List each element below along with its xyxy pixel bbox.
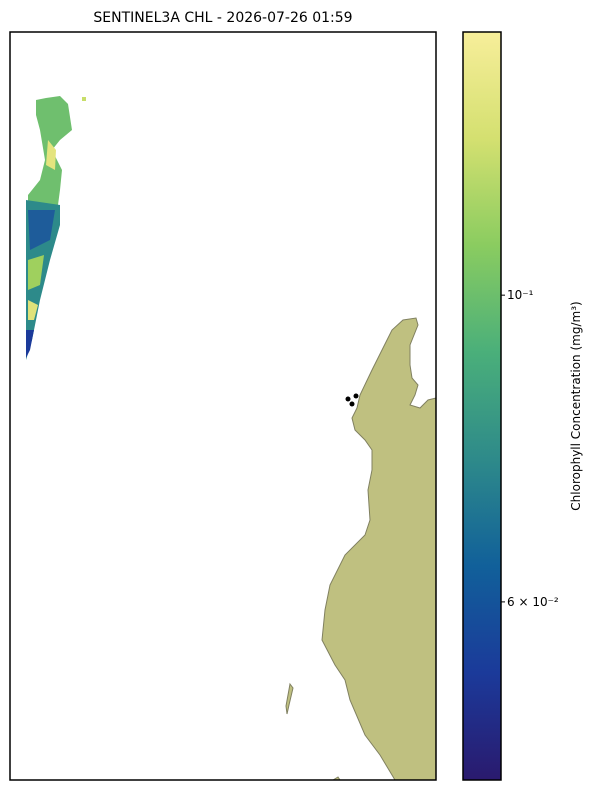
island	[285, 682, 294, 715]
station	[353, 393, 359, 399]
colorbar	[462, 31, 502, 781]
station	[349, 401, 355, 407]
map-frame	[9, 31, 437, 781]
swath	[26, 96, 86, 360]
land	[321, 317, 437, 781]
colorbar-tick-label: 10⁻¹	[507, 288, 534, 302]
colorbar-label: Chlorophyll Concentration (mg/m³)	[569, 301, 583, 510]
map-area	[9, 31, 437, 781]
station	[345, 396, 351, 402]
map-title: SENTINEL3A CHL - 2026-07-26 01:59	[93, 10, 352, 26]
colorbar-tick-label: 6 × 10⁻²	[507, 595, 559, 609]
